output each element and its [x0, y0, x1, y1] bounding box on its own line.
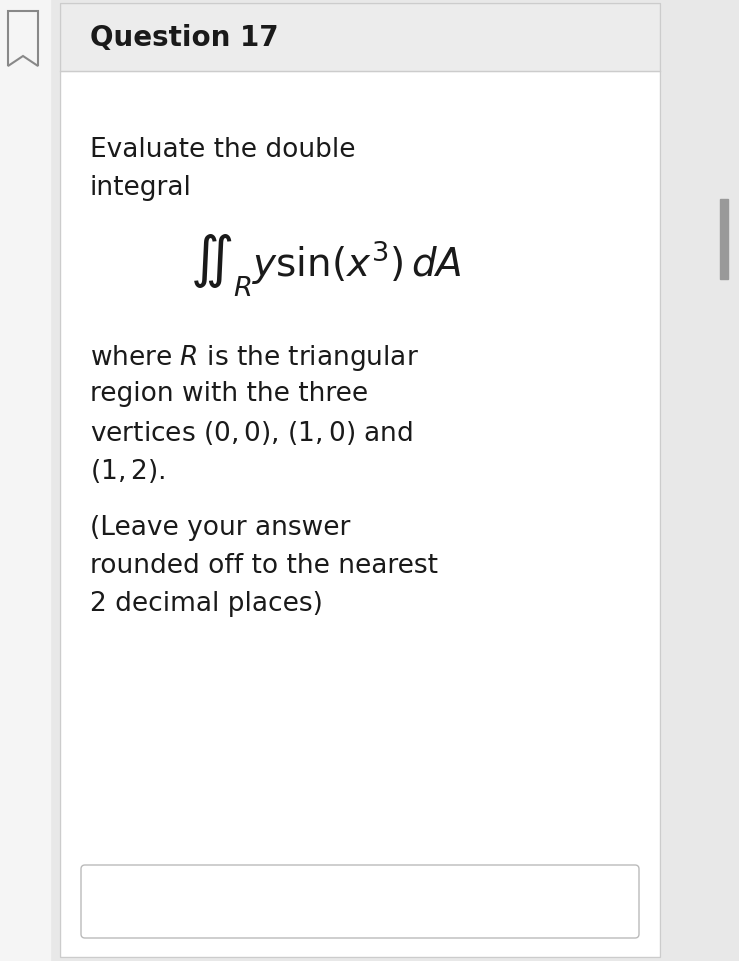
Text: Question 17: Question 17: [90, 24, 279, 52]
Text: 2 decimal places): 2 decimal places): [90, 590, 323, 616]
Text: vertices $(0, 0)$, $(1, 0)$ and: vertices $(0, 0)$, $(1, 0)$ and: [90, 419, 413, 447]
Text: $(1, 2)$.: $(1, 2)$.: [90, 456, 166, 484]
Bar: [0, 0, 50, 961]
Text: $\iint_R y\sin(x^3)\,dA$: $\iint_R y\sin(x^3)\,dA$: [190, 233, 462, 299]
Bar: [60, 4, 660, 72]
Bar: [60, 4, 660, 957]
Bar: [720, 200, 728, 280]
Text: rounded off to the nearest: rounded off to the nearest: [90, 553, 438, 579]
Bar: [60, 4, 660, 957]
Text: Evaluate the double: Evaluate the double: [90, 136, 355, 162]
Text: integral: integral: [90, 175, 192, 201]
Text: (Leave your answer: (Leave your answer: [90, 514, 350, 540]
FancyBboxPatch shape: [81, 865, 639, 938]
Text: where $R$ is the triangular: where $R$ is the triangular: [90, 343, 419, 373]
Text: region with the three: region with the three: [90, 381, 368, 407]
